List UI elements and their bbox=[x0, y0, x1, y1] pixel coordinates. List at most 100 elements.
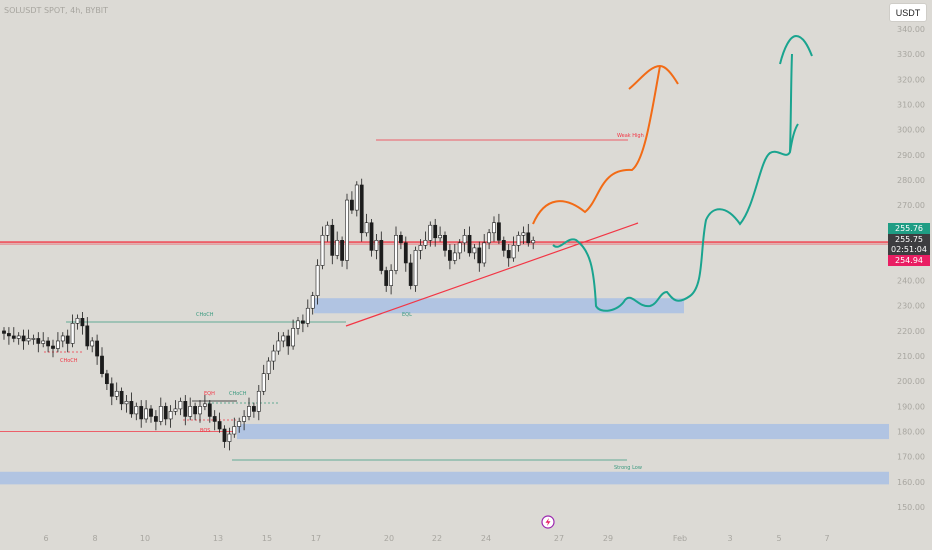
y-tick-label: 280.00 bbox=[897, 176, 925, 185]
candle bbox=[168, 405, 173, 428]
candle-body bbox=[300, 320, 305, 324]
candle bbox=[188, 397, 193, 421]
y-tick-label: 170.00 bbox=[897, 453, 925, 462]
annotation-label: EQH bbox=[204, 391, 215, 397]
candle-body bbox=[85, 325, 90, 347]
candle bbox=[16, 332, 21, 345]
candle-body bbox=[403, 242, 408, 264]
x-tick-label: 10 bbox=[140, 534, 150, 543]
candle bbox=[335, 231, 340, 260]
demand-zone-upper bbox=[314, 298, 684, 314]
candle bbox=[41, 332, 46, 348]
candle bbox=[139, 400, 144, 428]
x-tick-label: 7 bbox=[824, 534, 829, 543]
candle bbox=[315, 259, 320, 305]
candle bbox=[443, 231, 447, 257]
price-axis[interactable]: 340.00 330.00 320.00 310.00 300.00 290.00 280.… bbox=[897, 25, 925, 512]
candle bbox=[296, 317, 300, 335]
candle bbox=[482, 234, 487, 267]
candle-body bbox=[70, 323, 75, 344]
candle bbox=[364, 213, 369, 237]
candle-body bbox=[212, 416, 217, 422]
candle-body bbox=[75, 318, 80, 324]
x-tick-label: 6 bbox=[43, 534, 48, 543]
candle bbox=[100, 347, 104, 378]
candle-body bbox=[163, 406, 168, 420]
candle-body bbox=[516, 234, 521, 246]
y-tick-label: 180.00 bbox=[897, 428, 925, 437]
candle bbox=[423, 231, 428, 250]
candle bbox=[129, 392, 134, 418]
candle-body bbox=[349, 199, 354, 211]
candle-body bbox=[447, 250, 452, 261]
candle-body bbox=[51, 345, 55, 349]
annotation-label: CHoCH bbox=[229, 391, 247, 397]
candle-body bbox=[462, 234, 467, 244]
candle bbox=[198, 400, 202, 423]
candle bbox=[408, 254, 413, 290]
candle-body bbox=[472, 247, 477, 254]
candle-body bbox=[310, 295, 315, 309]
candle-body bbox=[144, 408, 149, 420]
candle bbox=[36, 332, 41, 353]
candle bbox=[21, 329, 26, 350]
candle-body bbox=[65, 335, 70, 344]
price-label-current: 255.75 bbox=[888, 234, 930, 245]
x-tick-label: 20 bbox=[384, 534, 394, 543]
candle-body bbox=[2, 330, 6, 334]
candle-body bbox=[335, 240, 340, 256]
candle bbox=[217, 412, 222, 433]
candle bbox=[212, 410, 217, 431]
candle-body bbox=[457, 242, 462, 254]
y-tick-label: 210.00 bbox=[897, 352, 925, 361]
candle bbox=[124, 395, 129, 413]
candle bbox=[354, 181, 359, 217]
candle bbox=[506, 244, 511, 267]
candle-body bbox=[379, 240, 384, 271]
time-axis[interactable]: 6 8 10 13 15 17 20 22 24 27 29 Feb 3 5 7 bbox=[43, 534, 829, 543]
candle-body bbox=[477, 247, 482, 264]
candle bbox=[70, 314, 75, 348]
candle bbox=[516, 231, 521, 252]
candle-body bbox=[482, 242, 487, 264]
candle-body bbox=[256, 390, 261, 412]
horizontal-lines-layer bbox=[0, 241, 889, 432]
candle bbox=[310, 291, 315, 315]
candle bbox=[349, 191, 354, 214]
x-tick-label: 13 bbox=[213, 534, 223, 543]
candle bbox=[276, 332, 281, 355]
candle-body bbox=[398, 234, 403, 244]
candle bbox=[173, 400, 178, 416]
candle bbox=[232, 417, 237, 438]
candle bbox=[75, 314, 80, 330]
candle bbox=[511, 236, 516, 262]
candle bbox=[183, 395, 188, 426]
annotations-layer: Weak High CHoCH EQL CHoCH EQH CHoCH BOS Strong … bbox=[60, 133, 644, 471]
candle bbox=[492, 216, 496, 242]
candle-body bbox=[330, 224, 335, 256]
candle-body bbox=[119, 390, 124, 405]
candle-body bbox=[325, 224, 330, 236]
candle bbox=[227, 427, 232, 451]
y-tick-label: 340.00 bbox=[897, 25, 925, 34]
candle-body bbox=[467, 234, 472, 254]
lightning-icon[interactable] bbox=[541, 515, 555, 529]
candle bbox=[149, 405, 153, 423]
candle-body bbox=[134, 406, 139, 415]
candle-body bbox=[433, 224, 438, 239]
candle-body bbox=[247, 406, 251, 417]
candle bbox=[261, 364, 266, 396]
x-tick-label: Feb bbox=[673, 534, 687, 543]
candle-body bbox=[203, 403, 207, 407]
candle bbox=[46, 337, 51, 353]
candle bbox=[281, 332, 286, 348]
currency-button[interactable]: USDT bbox=[889, 3, 927, 22]
candle-body bbox=[149, 408, 153, 417]
candle-body bbox=[345, 199, 349, 261]
x-tick-label: 22 bbox=[432, 534, 442, 543]
candle bbox=[7, 327, 11, 345]
candle-body bbox=[443, 234, 447, 251]
x-tick-label: 27 bbox=[554, 534, 564, 543]
candle bbox=[11, 327, 16, 343]
